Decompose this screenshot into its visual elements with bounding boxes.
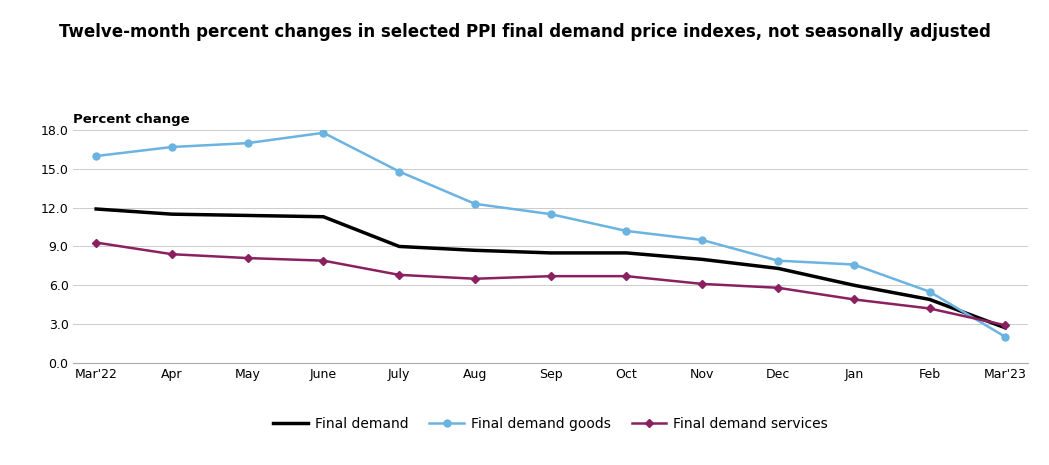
Legend: Final demand, Final demand goods, Final demand services: Final demand, Final demand goods, Final …	[267, 412, 834, 437]
Text: instaforex: instaforex	[66, 424, 153, 439]
Text: Twelve-month percent changes in selected PPI final demand price indexes, not sea: Twelve-month percent changes in selected…	[59, 23, 990, 41]
Text: Instant Forex Trading: Instant Forex Trading	[62, 445, 157, 454]
Text: ✦: ✦	[24, 423, 47, 451]
Text: Percent change: Percent change	[73, 113, 190, 126]
